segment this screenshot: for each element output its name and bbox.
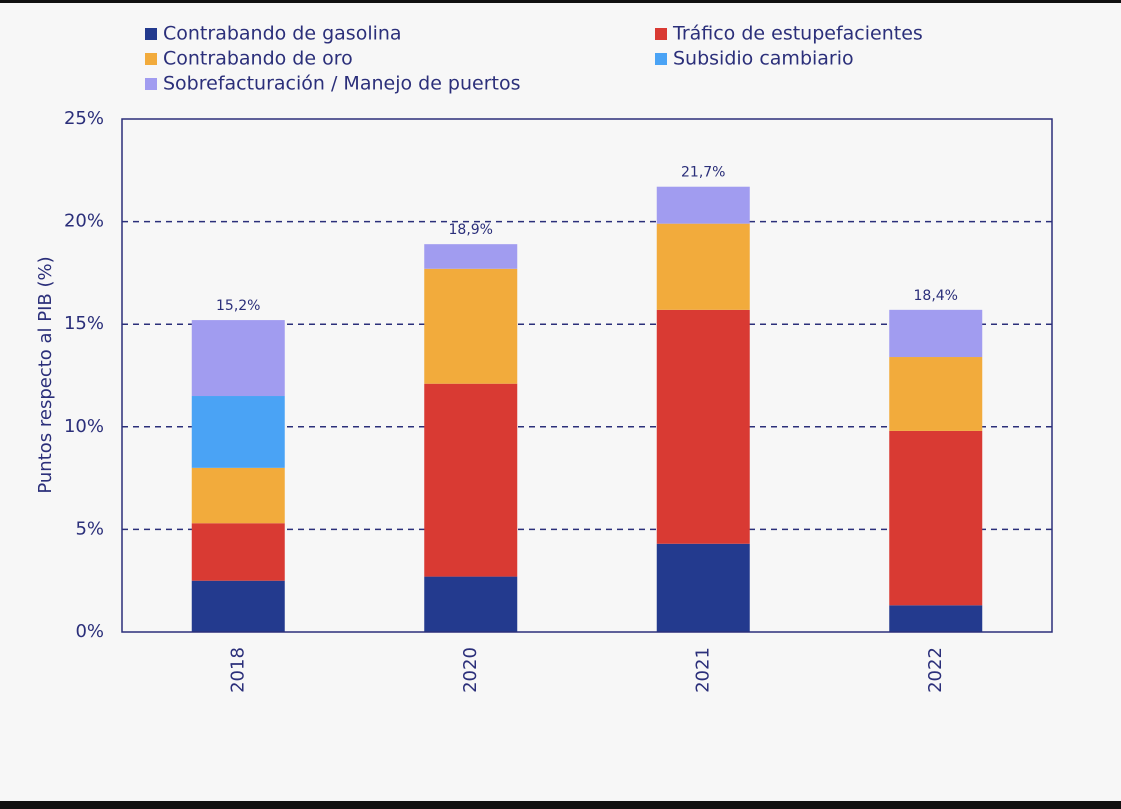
legend-label: Contrabando de gasolina [163,23,402,45]
plot-frame [121,118,1053,633]
y-tick-label: 15% [64,313,104,334]
top-edge [0,0,1121,3]
bar-segment [424,268,518,384]
y-tick-label: 20% [64,211,104,232]
legend-label: Tráfico de estupefacientes [672,23,923,45]
bar-segment [191,320,285,397]
bar-segment [191,467,285,524]
x-tick-label: 2020 [460,647,481,693]
bar-segment [424,383,518,577]
total-label: 21,7% [681,165,725,181]
bar-segment [656,309,750,544]
y-tick-label: 10% [64,416,104,437]
legend-swatch [145,53,157,65]
bar-segment [889,430,983,606]
bar-segment [656,543,750,632]
total-label: 18,4% [914,288,958,304]
bar-segment [889,309,983,358]
y-tick-label: 5% [75,518,104,539]
bottom-edge [0,801,1121,809]
bar-segment [424,244,518,269]
bar-segment [889,357,983,431]
y-tick-label: 0% [75,621,104,642]
bar-segment [656,223,750,310]
bar-segment [656,186,750,224]
x-tick-label: 2018 [227,647,248,693]
x-tick-label: 2021 [692,647,713,693]
legend-swatch [145,78,157,90]
legend-swatch [655,28,667,40]
legend-swatch [145,28,157,40]
y-axis-label: Puntos respecto al PIB (%) [35,256,56,493]
bar-segment [191,580,285,632]
bar-segment [191,396,285,468]
bar-segment [191,523,285,581]
x-tick-label: 2022 [925,647,946,693]
total-label: 18,9% [449,222,493,238]
bar-segment [424,576,518,632]
bar-segment [889,605,983,632]
y-tick-label: 25% [64,108,104,129]
total-label: 15,2% [216,298,260,314]
legend-swatch [655,53,667,65]
legend-label: Sobrefacturación / Manejo de puertos [163,73,521,95]
legend-label: Contrabando de oro [163,48,353,70]
legend-label: Subsidio cambiario [673,48,854,70]
